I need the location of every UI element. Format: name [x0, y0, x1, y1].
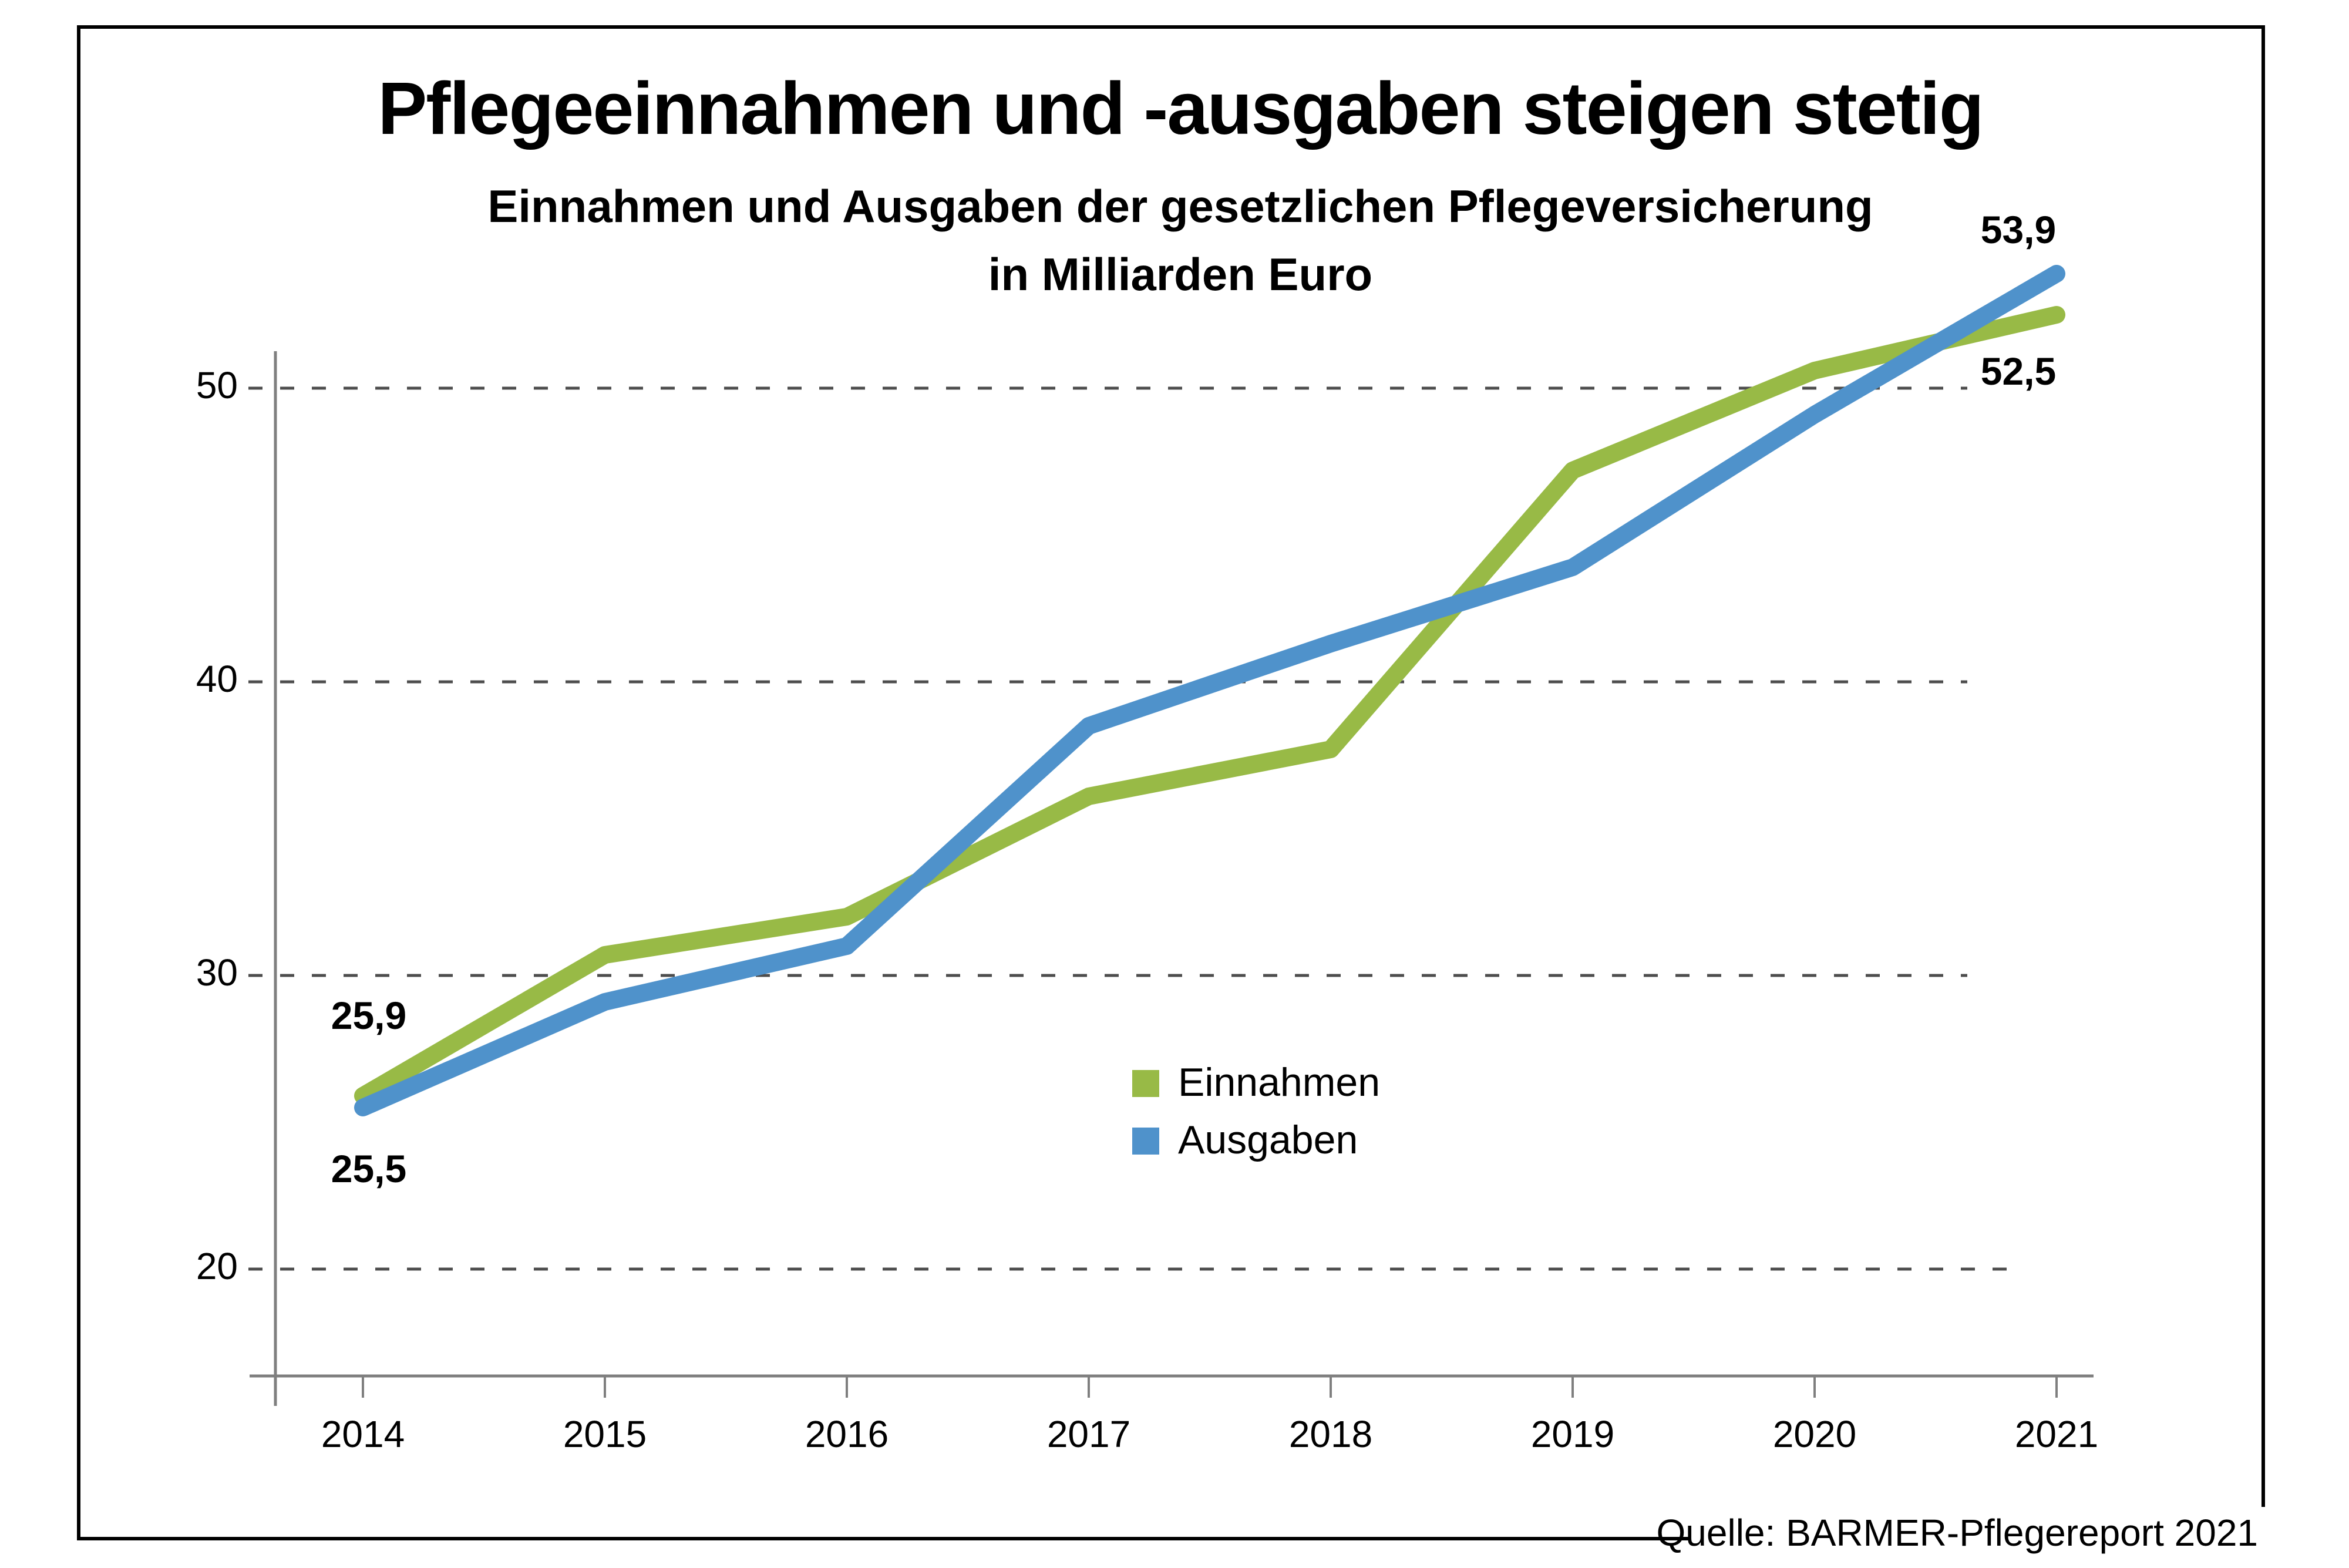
x-tick-label: 2018 — [1289, 1413, 1372, 1455]
chart-subtitle-line2: in Milliarden Euro — [988, 248, 1372, 300]
y-tick-label: 30 — [196, 951, 238, 994]
einnahmen-legend-swatch — [1132, 1070, 1159, 1097]
y-tick-label: 40 — [196, 658, 238, 700]
ausgaben-legend-swatch — [1132, 1128, 1159, 1155]
x-tick-label: 2020 — [1773, 1413, 1856, 1455]
legend: Einnahmen Ausgaben — [1132, 1060, 1380, 1162]
x-tick-label: 2019 — [1531, 1413, 1614, 1455]
ausgaben-legend-label: Ausgaben — [1178, 1118, 1358, 1162]
source-note: Quelle: BARMER-Pflegereport 2021 — [1657, 1507, 2281, 1568]
einnahmen-start-value-label: 25,9 — [331, 994, 406, 1037]
chart-frame-border — [77, 25, 2265, 1540]
x-tick-label: 2021 — [2015, 1413, 2098, 1455]
x-tick-label: 2014 — [321, 1413, 405, 1455]
x-axis-ticks: 2014 2015 2016 2017 2018 2019 2020 2021 — [321, 1376, 2098, 1455]
y-tick-label: 20 — [196, 1245, 238, 1287]
source-label: Quelle: BARMER-Pflegereport 2021 — [1657, 1512, 2259, 1554]
ausgaben-line — [354, 265, 2065, 1116]
einnahmen-end-value-label: 52,5 — [1981, 349, 2056, 393]
x-tick-label: 2015 — [563, 1413, 647, 1455]
einnahmen-line — [354, 306, 2065, 1105]
x-tick-label: 2017 — [1047, 1413, 1130, 1455]
series-lines — [354, 265, 2065, 1116]
chart-subtitle-line1: Einnahmen und Ausgaben der gesetzlichen … — [487, 180, 1873, 232]
x-tick-label: 2016 — [805, 1413, 889, 1455]
einnahmen-legend-label: Einnahmen — [1178, 1060, 1380, 1105]
y-tick-label: 50 — [196, 364, 238, 406]
ausgaben-start-value-label: 25,5 — [331, 1147, 406, 1190]
source-note-background — [1691, 1507, 2281, 1568]
ausgaben-end-value-label: 53,9 — [1981, 208, 2056, 251]
y-gridlines: 20 30 40 50 — [196, 364, 2014, 1287]
chart-title: Pflegeeinnahmen und -ausgaben steigen st… — [378, 67, 1983, 150]
